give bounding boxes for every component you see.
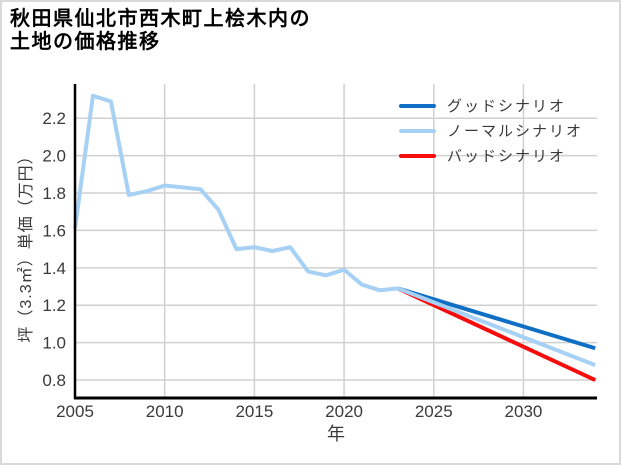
legend-label-bad: バッドシナリオ: [447, 148, 567, 165]
chart-legend: グッドシナリオ ノーマルシナリオ バッドシナリオ: [399, 93, 583, 168]
y-tick-label: 1.6: [42, 221, 66, 240]
chart-title-line2: 土地の価格推移: [10, 31, 161, 53]
forecast-good-line: [397, 286, 596, 351]
historical-line: [73, 93, 399, 293]
x-tick-label: 2010: [146, 402, 184, 421]
y-tick-label: 1.2: [42, 296, 66, 315]
legend-item-good: グッドシナリオ: [399, 93, 583, 118]
x-tick-label: 2015: [235, 402, 273, 421]
chart-title: 秋田県仙北市西木町上桧木内の 土地の価格推移: [10, 8, 311, 54]
forecast-bad-line: [397, 286, 597, 382]
x-tick-label: 2030: [505, 402, 543, 421]
legend-label-normal: ノーマルシナリオ: [447, 123, 584, 140]
x-tick-label: 2005: [56, 402, 94, 421]
normal-scenario-line-swatch: [399, 128, 436, 133]
y-axis-label: 坪（3.3㎡）単価（万円）: [18, 147, 35, 343]
x-axis-label: 年: [327, 424, 345, 444]
y-tick-label: 0.8: [42, 371, 66, 390]
y-tick-label: 2.0: [42, 147, 66, 166]
forecast-normal-line: [397, 286, 596, 367]
good-scenario-line-swatch: [399, 103, 436, 108]
chart-title-line1: 秋田県仙北市西木町上桧木内の: [10, 8, 311, 30]
x-tick-label: 2025: [415, 402, 453, 421]
bad-scenario-line-swatch: [399, 153, 436, 158]
legend-label-good: グッドシナリオ: [447, 98, 567, 115]
legend-item-bad: バッドシナリオ: [399, 143, 583, 168]
x-tick-label: 2020: [325, 402, 363, 421]
y-tick-label: 1.0: [42, 334, 66, 353]
legend-item-normal: ノーマルシナリオ: [399, 118, 583, 143]
y-tick-label: 1.8: [42, 184, 66, 203]
y-tick-label: 2.2: [42, 109, 66, 128]
y-tick-label: 1.4: [42, 259, 66, 278]
